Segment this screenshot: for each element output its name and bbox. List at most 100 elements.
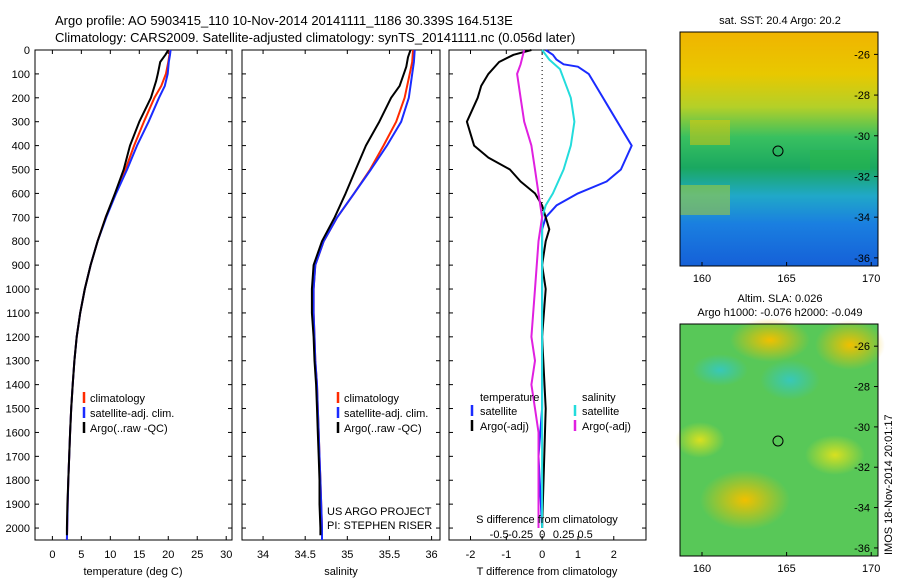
salinity-xlabel: salinity: [324, 566, 358, 578]
imos-stamp: IMOS 18-Nov-2014 20:01:17: [883, 414, 895, 555]
x-tick-label: 5: [78, 549, 84, 561]
sla-map-axes: 160 165 170 -26 -28 -30 -32 -34 -36: [693, 341, 881, 575]
s-diff-tick-label: -0.25: [508, 529, 533, 541]
sla-map-blob: [700, 470, 790, 530]
map-x-tick-label: 165: [777, 273, 795, 285]
x-tick-label: 36: [425, 549, 437, 561]
series-line-argo-adj: [465, 49, 551, 529]
depth-tick-label: 1500: [6, 404, 30, 416]
legend-s-satellite-label: satellite: [582, 406, 619, 418]
series-line-argo-raw-qc: [310, 49, 412, 536]
depth-axis: 0 100 200 300 400 500 600 700 800 900 1000 1100 1200…: [6, 45, 646, 535]
depth-tick-label: 1300: [6, 356, 30, 368]
map-y-tick-label: -26: [854, 341, 870, 353]
x-tick-label: 1: [575, 549, 581, 561]
x-tick-label: 34.5: [294, 549, 315, 561]
difference-panel-frame: [448, 49, 647, 541]
x-tick-label: 30: [220, 549, 232, 561]
depth-tick-label: 1400: [6, 380, 30, 392]
s-diff-tick-label: 0.5: [577, 529, 592, 541]
s-difference-xlabel: S difference from climatology: [476, 514, 618, 526]
map-y-tick-label: -34: [854, 212, 870, 224]
map-x-tick-label: 160: [693, 563, 711, 575]
x-tick-label: -2: [466, 549, 476, 561]
x-tick-label: 20: [162, 549, 174, 561]
map-x-tick-label: 170: [862, 273, 880, 285]
series-line-satellite: [537, 49, 633, 529]
temperature-panel: 0 5 10 15 20 25 30: [49, 49, 232, 561]
pi-annotation: PI: STEPHEN RISER: [327, 520, 432, 532]
map-x-tick-label: 170: [862, 563, 880, 575]
sst-map-field: [680, 32, 878, 266]
x-tick-label: 35.5: [379, 549, 400, 561]
depth-tick-label: 700: [12, 212, 30, 224]
header-title-line2: Climatology: CARS2009. Satellite-adjuste…: [55, 30, 575, 45]
salinity-legend: climatology satellite-adj. clim. Argo(..…: [327, 392, 432, 532]
x-tick-label: 0: [539, 549, 545, 561]
series-line-climatology: [312, 49, 414, 540]
sst-map-title: sat. SST: 20.4 Argo: 20.2: [719, 15, 841, 27]
depth-tick-label: 0: [24, 45, 30, 57]
legend-temperature-title: temperature: [480, 392, 539, 404]
sla-map-blob: [692, 354, 748, 386]
legend-argo-label: Argo(..raw -QC): [90, 423, 168, 435]
x-tick-label: 2: [611, 549, 617, 561]
x-tick-label: 25: [191, 549, 203, 561]
series-line-satellite-adj-clim: [312, 49, 416, 540]
sla-map-frame: [679, 323, 879, 557]
depth-tick-label: 1000: [6, 284, 30, 296]
depth-tick-label: 500: [12, 165, 30, 177]
legend-t-satellite-label: satellite: [480, 406, 517, 418]
sst-map-axes: 160 165 170 -26 -28 -30 -32 -34 -36: [693, 49, 881, 285]
s-diff-tick-label: 0.25: [553, 529, 574, 541]
legend-argo-label: Argo(..raw -QC): [344, 423, 422, 435]
header-title-line1: Argo profile: AO 5903415_110 10-Nov-2014…: [55, 13, 513, 28]
temperature-legend: climatology satellite-adj. clim. Argo(..…: [82, 392, 174, 435]
depth-tick-label: 200: [12, 93, 30, 105]
map-y-tick-label: -28: [854, 90, 870, 102]
argo-float-marker: [772, 145, 784, 157]
legend-climatology-label: climatology: [90, 393, 146, 405]
legend-satellite-label: satellite-adj. clim.: [90, 408, 174, 420]
series-line-climatology: [65, 49, 171, 541]
sst-map-patch: [690, 120, 730, 145]
map-y-tick-label: -32: [854, 462, 870, 474]
sla-map-blob: [730, 318, 810, 362]
depth-tick-label: 2000: [6, 523, 30, 535]
map-y-tick-label: -26: [854, 49, 870, 61]
depth-tick-label: 1800: [6, 475, 30, 487]
project-annotation: US ARGO PROJECT: [327, 506, 432, 518]
sla-map-blob: [815, 320, 885, 370]
depth-tick-label: 300: [12, 117, 30, 129]
depth-tick-label: 100: [12, 69, 30, 81]
sst-map-patch: [810, 150, 870, 170]
map-y-tick-label: -36: [854, 253, 870, 265]
t-difference-xlabel: T difference from climatology: [477, 566, 618, 578]
map-y-tick-label: -32: [854, 171, 870, 183]
salinity-panel-frame: [241, 49, 441, 541]
x-tick-label: 0: [49, 549, 55, 561]
series-line-argo-adj: [516, 49, 544, 528]
map-y-tick-label: -36: [854, 543, 870, 555]
legend-t-argo-label: Argo(-adj): [480, 421, 529, 433]
sla-map-blob: [675, 422, 725, 458]
sla-map-subtitle: Argo h1000: -0.076 h2000: -0.049: [697, 307, 862, 319]
x-tick-label: 10: [104, 549, 116, 561]
temperature-panel-frame: [34, 49, 233, 541]
temperature-xlabel: temperature (deg C): [83, 566, 182, 578]
x-tick-label: 35: [341, 549, 353, 561]
s-diff-tick-label: -0.5: [490, 529, 509, 541]
map-y-tick-label: -28: [854, 382, 870, 394]
depth-tick-label: 1700: [6, 451, 30, 463]
depth-tick-label: 1100: [6, 308, 30, 320]
depth-tick-label: 1600: [6, 427, 30, 439]
series-line-argo-raw-qc: [65, 49, 170, 536]
x-tick-label: -1: [501, 549, 511, 561]
legend-s-argo-label: Argo(-adj): [582, 421, 631, 433]
depth-tick-label: 400: [12, 141, 30, 153]
depth-tick-label: 900: [12, 260, 30, 272]
sst-map: [679, 31, 879, 267]
x-tick-label: 15: [133, 549, 145, 561]
